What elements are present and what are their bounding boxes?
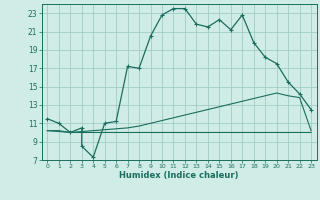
X-axis label: Humidex (Indice chaleur): Humidex (Indice chaleur)	[119, 171, 239, 180]
